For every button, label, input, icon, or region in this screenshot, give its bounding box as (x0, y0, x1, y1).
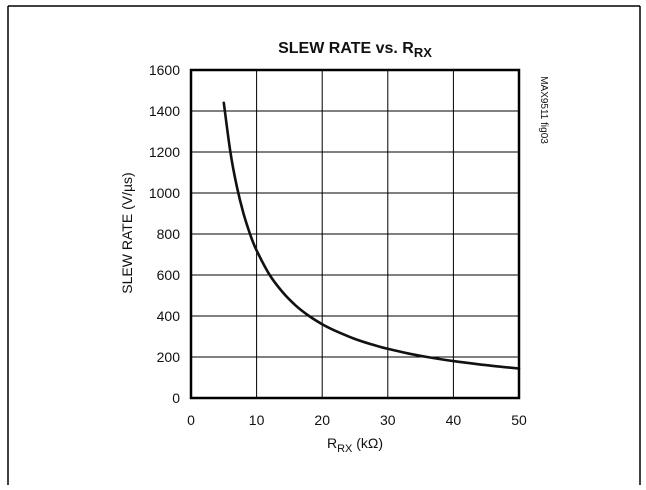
x-tick-label: 50 (511, 412, 527, 428)
y-tick-labels: 0 200 400 600 800 1000 1200 1400 1600 (149, 62, 180, 406)
y-tick-label: 200 (157, 349, 181, 365)
chart-title-main: SLEW RATE vs. R (278, 40, 414, 57)
chart-title: SLEW RATE vs. RRX (278, 40, 432, 60)
plot-area-border (189, 68, 521, 400)
x-axis-unit: (kΩ) (352, 435, 383, 451)
x-axis-label: R (327, 435, 337, 451)
grid-lines (190, 69, 520, 399)
x-axis-title: RRX (kΩ) (327, 435, 383, 455)
x-tick-label: 0 (187, 412, 195, 428)
chart-title-subscript: RX (414, 45, 432, 60)
y-tick-label: 1400 (149, 103, 180, 119)
series-line (222, 101, 521, 370)
y-axis-title: SLEW RATE (V/µs) (119, 172, 135, 293)
y-tick-label: 0 (172, 390, 180, 406)
x-tick-label: 10 (249, 412, 265, 428)
y-tick-label: 800 (157, 226, 181, 242)
x-axis-subscript: RX (337, 443, 353, 455)
y-tick-label: 600 (157, 267, 181, 283)
y-tick-label: 1000 (149, 185, 180, 201)
y-tick-label: 400 (157, 308, 181, 324)
y-tick-label: 1200 (149, 144, 180, 160)
x-tick-label: 30 (380, 412, 396, 428)
x-tick-label: 40 (446, 412, 462, 428)
y-tick-label: 1600 (149, 62, 180, 78)
series-layer (222, 101, 521, 370)
x-tick-label: 20 (314, 412, 330, 428)
x-tick-labels: 0 10 20 30 40 50 (187, 412, 527, 428)
figure-id-label: MAX9511 fig03 (538, 76, 549, 144)
